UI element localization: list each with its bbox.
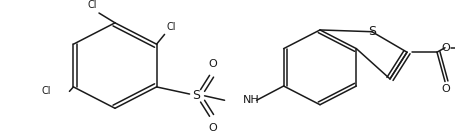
Text: Cl: Cl (87, 0, 97, 10)
Text: Cl: Cl (42, 86, 51, 96)
Text: O: O (440, 84, 450, 94)
Text: O: O (208, 59, 217, 69)
Text: O: O (208, 122, 217, 132)
Text: O: O (440, 43, 450, 53)
Text: S: S (367, 25, 375, 38)
Text: Cl: Cl (166, 22, 176, 32)
Text: NH: NH (242, 95, 259, 105)
Text: S: S (192, 89, 200, 102)
